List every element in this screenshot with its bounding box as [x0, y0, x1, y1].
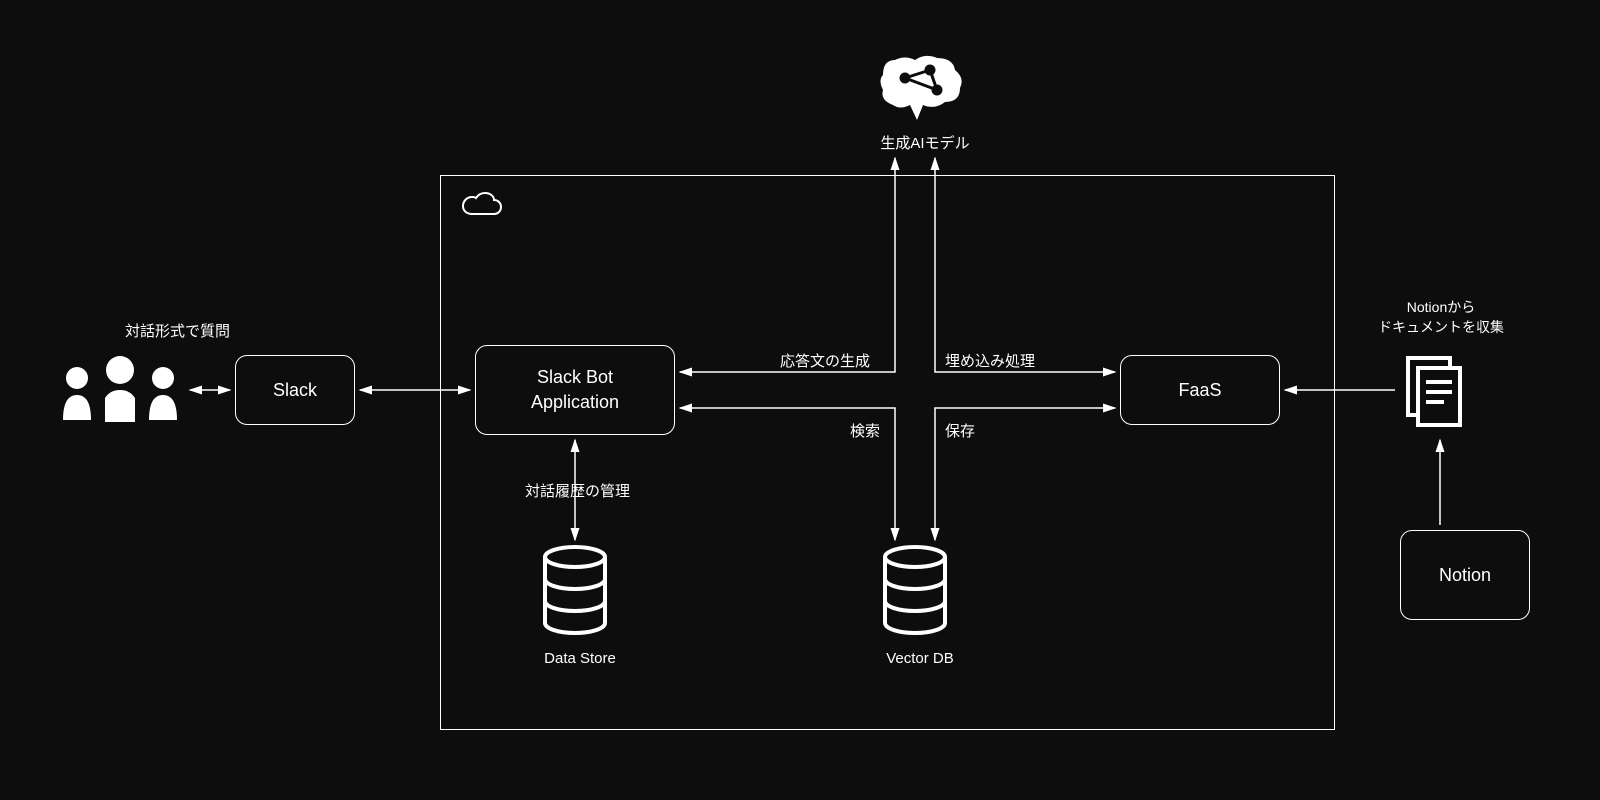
vectordb-label: Vector DB: [875, 650, 965, 667]
label-slackbot-datastore: 対話履歴の管理: [525, 480, 630, 501]
notion-node: Notion: [1400, 530, 1530, 620]
vectordb-icon: [880, 545, 950, 645]
ai-label: 生成AIモデル: [880, 132, 970, 153]
slack-node: Slack: [235, 355, 355, 425]
slack-label: Slack: [273, 380, 317, 401]
datastore-label: Data Store: [540, 650, 620, 667]
users-icon: [55, 350, 185, 430]
cloud-icon: [460, 190, 504, 225]
label-search: 検索: [850, 420, 880, 441]
document-icon: [1400, 350, 1475, 440]
label-users-slack: 対話形式で質問: [125, 320, 230, 341]
faas-label: FaaS: [1178, 380, 1221, 401]
cloud-container: [440, 175, 1335, 730]
label-notion-collect: Notionから ドキュメントを収集: [1378, 298, 1504, 337]
slackbot-node: Slack Bot Application: [475, 345, 675, 435]
notion-label: Notion: [1439, 565, 1491, 586]
label-save: 保存: [945, 420, 975, 441]
label-slackbot-ai: 応答文の生成: [780, 350, 870, 371]
slackbot-label: Slack Bot Application: [531, 365, 619, 415]
label-faas-ai: 埋め込み処理: [945, 350, 1035, 371]
datastore-icon: [540, 545, 610, 645]
faas-node: FaaS: [1120, 355, 1280, 425]
brain-icon: [875, 50, 970, 130]
